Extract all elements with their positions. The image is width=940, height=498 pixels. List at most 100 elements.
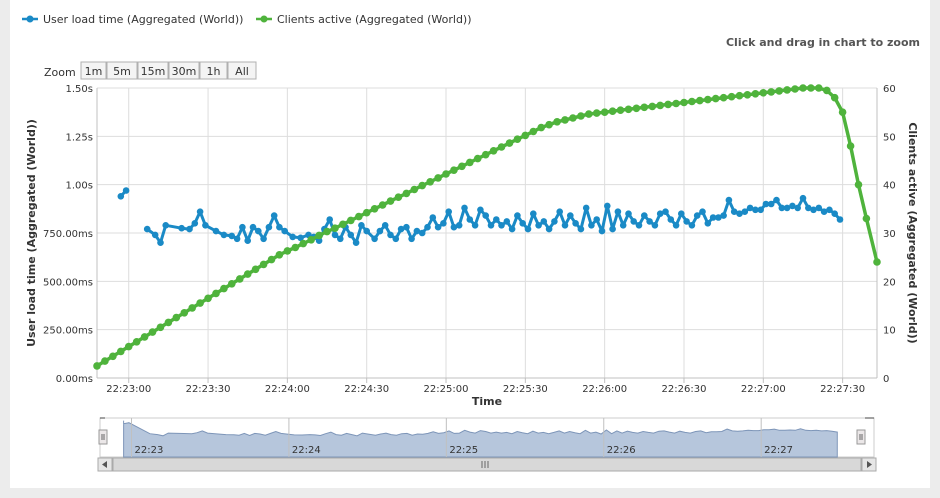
data-point[interactable] — [619, 222, 627, 229]
data-point[interactable] — [715, 214, 722, 221]
data-point[interactable] — [473, 154, 482, 163]
data-point[interactable] — [426, 178, 435, 186]
data-point[interactable] — [630, 218, 637, 225]
data-point[interactable] — [267, 255, 276, 264]
data-point[interactable] — [220, 284, 228, 293]
data-point[interactable] — [810, 206, 817, 214]
data-point[interactable] — [156, 323, 165, 332]
data-point[interactable] — [524, 225, 532, 233]
data-point[interactable] — [487, 222, 495, 229]
data-point[interactable] — [172, 313, 181, 322]
data-point[interactable] — [283, 247, 292, 255]
data-point[interactable] — [873, 258, 881, 266]
data-point[interactable] — [664, 100, 672, 109]
data-point[interactable] — [362, 208, 371, 217]
zoom-button-30m[interactable]: 30m — [168, 61, 200, 80]
data-point[interactable] — [434, 174, 442, 182]
data-point[interactable] — [508, 225, 516, 233]
data-point[interactable] — [762, 200, 770, 208]
data-point[interactable] — [233, 235, 241, 243]
data-point[interactable] — [593, 216, 600, 223]
data-point[interactable] — [461, 204, 468, 212]
data-point[interactable] — [117, 347, 125, 356]
data-point[interactable] — [326, 216, 334, 223]
data-point[interactable] — [358, 222, 365, 229]
data-point[interactable] — [529, 127, 538, 136]
data-point[interactable] — [410, 185, 419, 194]
data-point[interactable] — [132, 338, 141, 346]
data-point[interactable] — [157, 239, 164, 246]
data-point[interactable] — [331, 224, 339, 232]
data-point[interactable] — [429, 214, 437, 221]
data-point[interactable] — [553, 118, 561, 126]
data-point[interactable] — [370, 205, 379, 213]
data-point[interactable] — [646, 218, 653, 225]
data-point[interactable] — [513, 135, 522, 143]
data-point[interactable] — [265, 223, 273, 231]
data-point[interactable] — [854, 180, 863, 189]
data-point[interactable] — [757, 206, 764, 214]
data-point[interactable] — [191, 220, 199, 227]
data-point[interactable] — [699, 208, 706, 215]
data-point[interactable] — [752, 206, 759, 214]
data-point[interactable] — [831, 210, 838, 217]
data-point[interactable] — [440, 220, 447, 227]
data-point[interactable] — [371, 235, 378, 243]
data-point[interactable] — [503, 218, 511, 225]
data-point[interactable] — [260, 235, 267, 243]
data-point[interactable] — [434, 223, 442, 231]
navigator-left-handle[interactable] — [98, 429, 108, 445]
data-point[interactable] — [297, 234, 304, 242]
data-point[interactable] — [680, 98, 688, 107]
data-point[interactable] — [162, 222, 169, 229]
data-point[interactable] — [505, 139, 514, 147]
navigator-scrollbar[interactable] — [97, 457, 877, 472]
data-point[interactable] — [789, 202, 796, 210]
data-point[interactable] — [641, 212, 648, 219]
data-point[interactable] — [331, 231, 339, 239]
data-point[interactable] — [572, 220, 579, 227]
data-point[interactable] — [381, 222, 389, 229]
data-point[interactable] — [561, 116, 569, 124]
data-point[interactable] — [458, 162, 466, 171]
data-point[interactable] — [307, 236, 316, 244]
data-point[interactable] — [418, 229, 426, 237]
data-point[interactable] — [815, 204, 823, 212]
data-point[interactable] — [746, 204, 754, 212]
data-point[interactable] — [604, 202, 611, 210]
data-point[interactable] — [497, 143, 506, 151]
data-point[interactable] — [598, 227, 606, 235]
data-point[interactable] — [450, 223, 458, 231]
data-point[interactable] — [616, 106, 625, 114]
data-point[interactable] — [378, 201, 387, 209]
data-point[interactable] — [625, 210, 632, 217]
data-point[interactable] — [347, 216, 355, 225]
data-point[interactable] — [696, 96, 704, 105]
data-point[interactable] — [759, 89, 768, 97]
data-point[interactable] — [352, 239, 360, 246]
legend-item-clients-active[interactable]: Clients active (Aggregated (World)) — [256, 13, 472, 26]
data-point[interactable] — [567, 212, 574, 219]
navigator-right-handle[interactable] — [856, 429, 866, 445]
data-point[interactable] — [220, 231, 228, 239]
legend-item-user-load-time[interactable]: User load time (Aggregated (World)) — [22, 13, 243, 26]
data-point[interactable] — [711, 94, 720, 103]
data-point[interactable] — [124, 342, 133, 351]
data-point[interactable] — [719, 93, 728, 102]
data-point[interactable] — [862, 214, 871, 223]
data-point[interactable] — [794, 204, 801, 212]
data-point[interactable] — [93, 362, 101, 370]
data-point[interactable] — [337, 235, 344, 243]
data-point[interactable] — [815, 84, 823, 92]
data-point[interactable] — [489, 147, 498, 155]
data-point[interactable] — [608, 107, 617, 115]
data-point[interactable] — [363, 227, 371, 235]
data-point[interactable] — [741, 208, 749, 215]
chart-container[interactable]: User load time (Aggregated (World)) Clien… — [10, 0, 930, 488]
data-point[interactable] — [592, 109, 601, 117]
data-point[interactable] — [600, 108, 609, 116]
data-point[interactable] — [481, 150, 490, 159]
data-point[interactable] — [249, 223, 257, 231]
data-point[interactable] — [466, 158, 474, 167]
navigator[interactable]: 22:23 22:24 22:25 22:26 22:27 — [97, 417, 877, 472]
